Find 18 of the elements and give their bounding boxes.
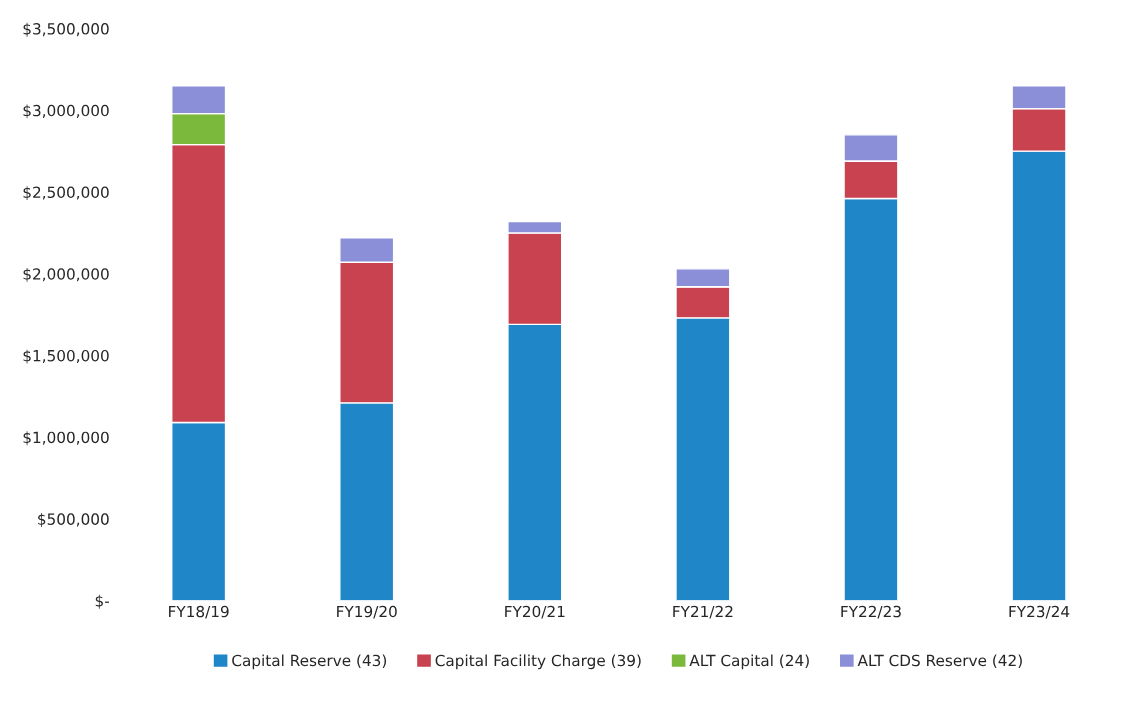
x-tick-label: FY21/22 <box>673 605 733 619</box>
x-tick-label: FY20/21 <box>505 605 565 619</box>
legend-label: ALT CDS Reserve (42) <box>857 654 1022 669</box>
x-tick-label: FY18/19 <box>169 605 229 619</box>
y-tick-label: $2,000,000 <box>23 267 109 282</box>
y-tick-label: $3,500,000 <box>23 22 109 37</box>
legend-label: ALT Capital (24) <box>689 654 809 670</box>
y-tick-label: $500,000 <box>38 513 109 527</box>
x-tick-label: FY23/24 <box>1009 605 1070 619</box>
y-tick-label: $1,000,000 <box>23 431 109 446</box>
legend-label: Capital Reserve (43) <box>232 654 387 670</box>
legend-label: Capital Facility Charge (39) <box>435 654 641 670</box>
x-tick-label: FY19/20 <box>337 605 397 619</box>
y-tick-label: $3,000,000 <box>23 104 109 119</box>
y-tick-label: $- <box>95 594 109 609</box>
y-tick-label: $2,500,000 <box>23 186 109 201</box>
y-tick-label: $1,500,000 <box>23 349 109 364</box>
x-tick-label: FY22/23 <box>841 605 901 619</box>
